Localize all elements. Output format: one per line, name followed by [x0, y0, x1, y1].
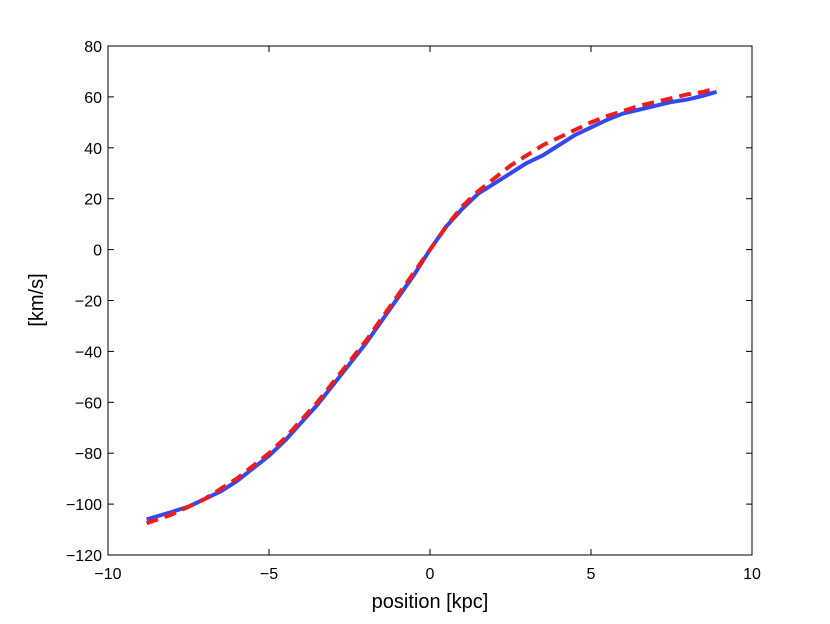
y-tick-label: −20 [75, 294, 102, 311]
y-tick-label: −100 [66, 497, 102, 514]
y-tick-label: −40 [75, 344, 102, 361]
x-tick-label: 10 [743, 566, 761, 583]
x-tick-label: −5 [260, 566, 278, 583]
y-tick-label: −80 [75, 446, 102, 463]
y-tick-label: 60 [84, 90, 102, 107]
x-axis-label: position [kpc] [372, 591, 489, 613]
y-tick-label: 0 [93, 243, 102, 260]
x-tick-label: 0 [426, 566, 435, 583]
x-tick-label: −10 [94, 566, 121, 583]
y-tick-label: −120 [66, 548, 102, 565]
tick-layer: −10 −5 0 5 10 −120 −100 −80 −60 −40 −20 0 20 40 60 80 [66, 39, 761, 583]
y-tick-label: −60 [75, 395, 102, 412]
series-line-dashed [145, 86, 718, 526]
x-tick-label: 5 [587, 566, 596, 583]
series-layer [145, 86, 718, 526]
y-tick-label: 40 [84, 141, 102, 158]
y-axis-label: [km/s] [26, 273, 48, 326]
y-tick-label: 20 [84, 192, 102, 209]
y-tick-label: 80 [84, 39, 102, 56]
